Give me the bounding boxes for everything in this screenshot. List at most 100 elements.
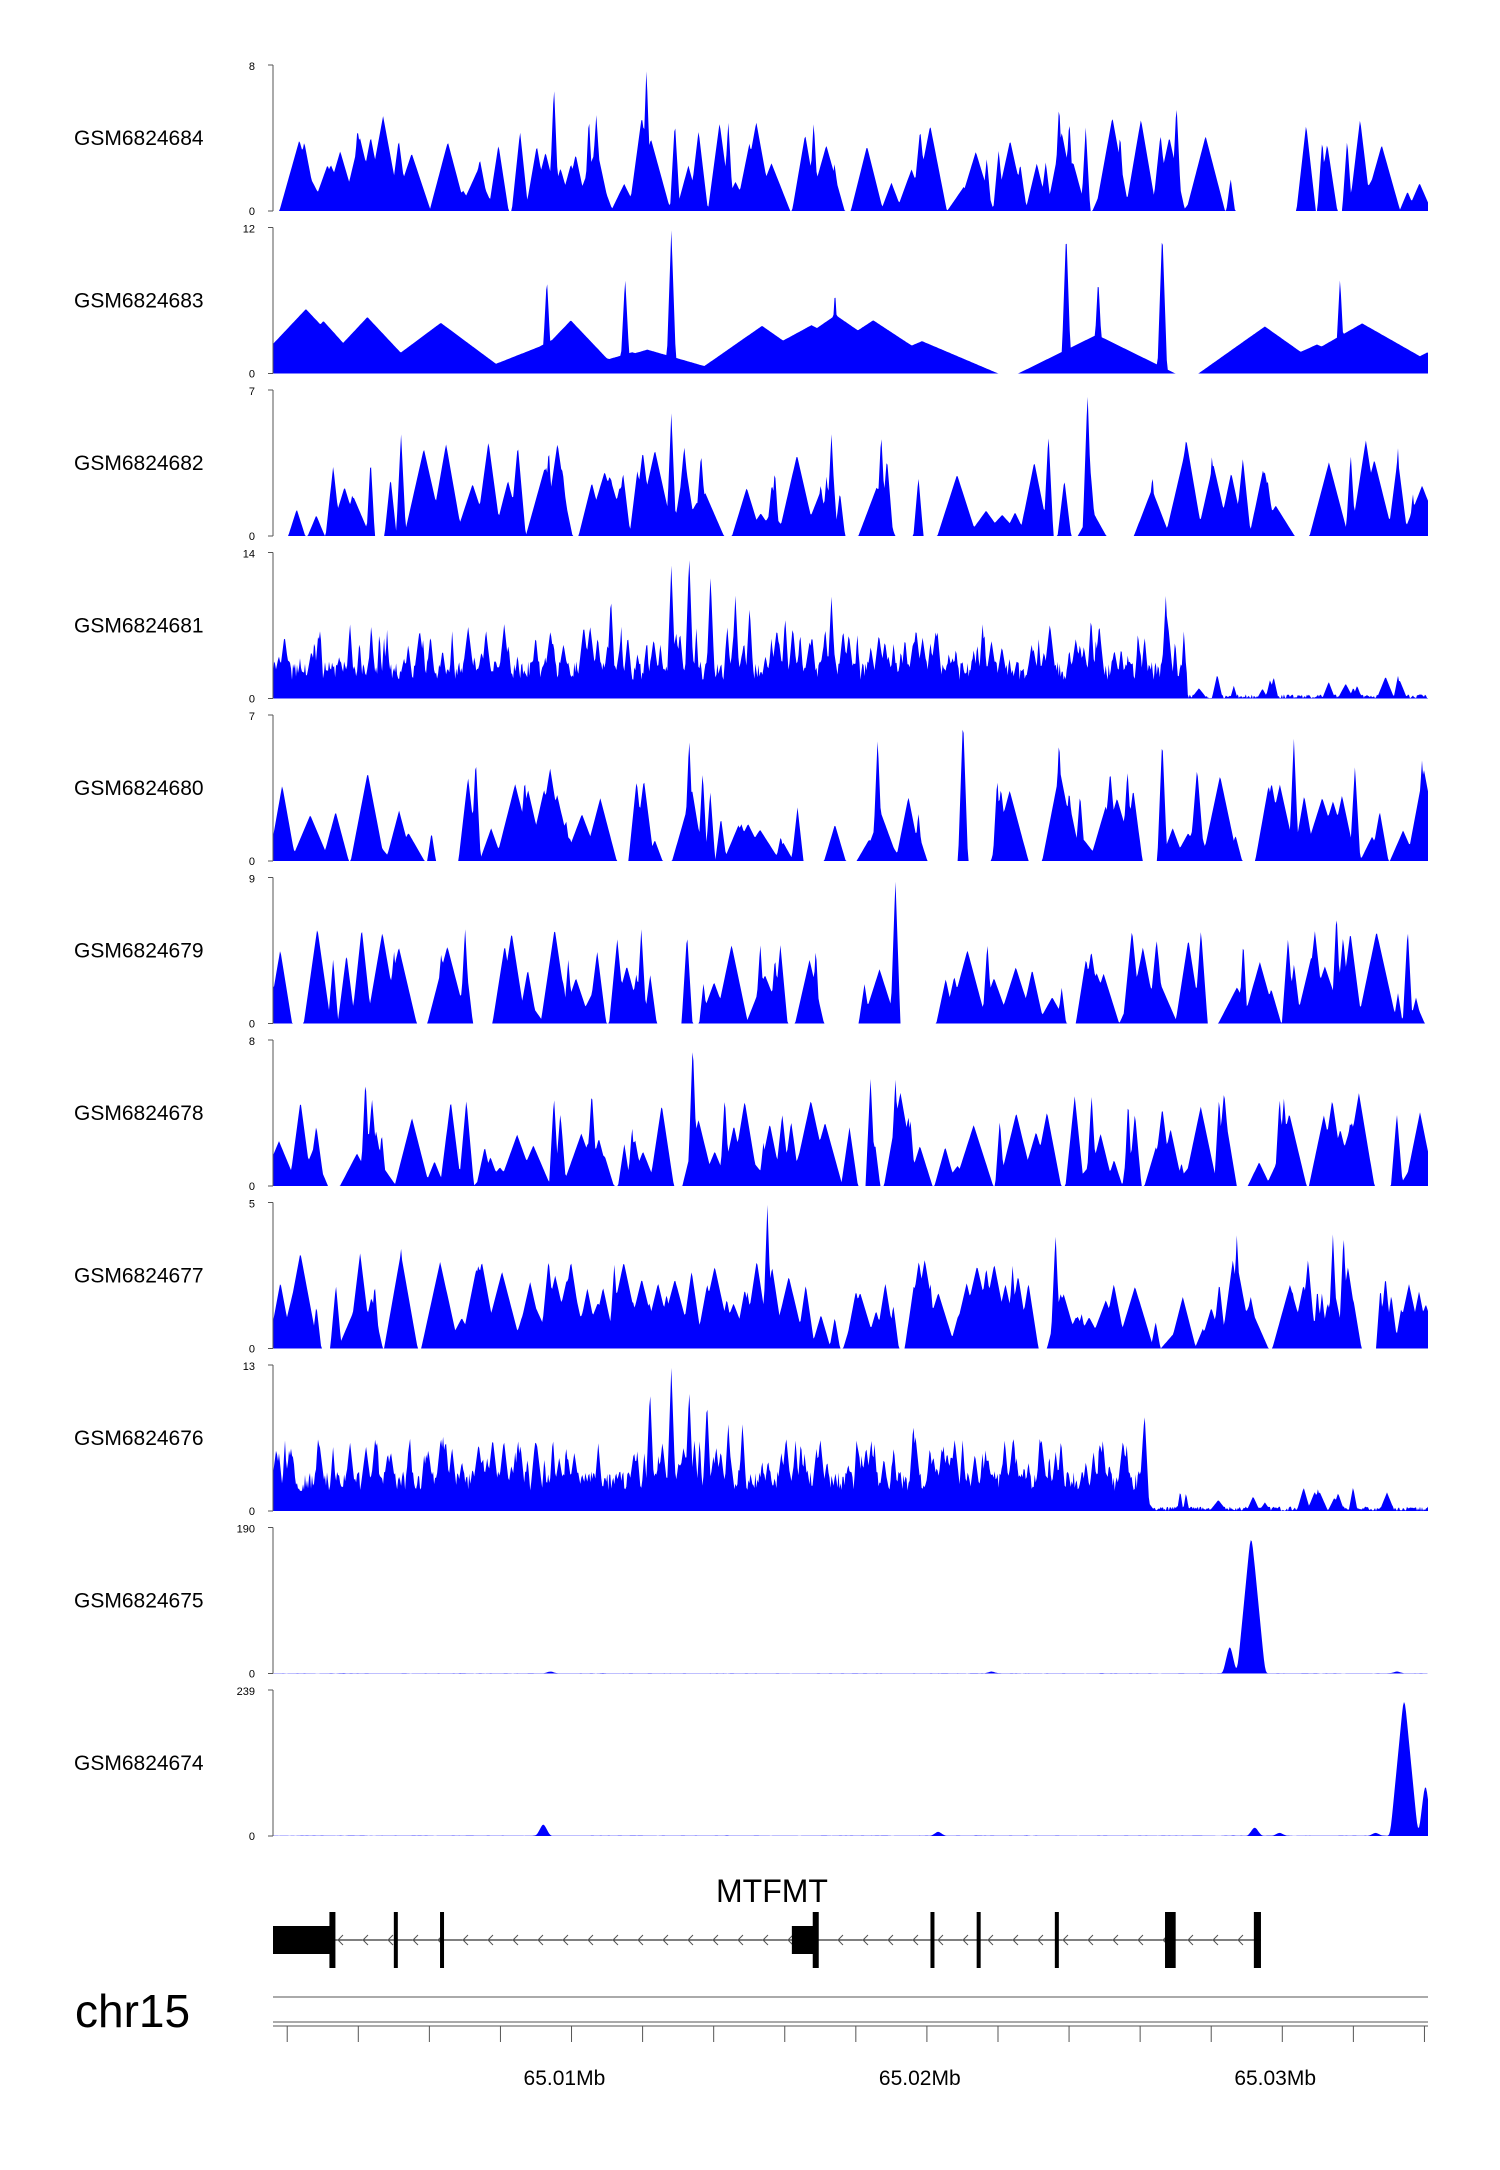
coverage-tracks: 8 0 GSM6824684 12 0 GSM6824683 7 0 GSM6824682 14 0… [74,61,1428,1843]
y-tick-label-max: 8 [249,61,255,73]
track-label: GSM6824678 [74,1102,204,1125]
strand-arrow [462,1934,469,1946]
strand-arrow [912,1934,919,1946]
track-GSM6824684: 8 0 GSM6824684 [74,61,1428,218]
track-GSM6824683: 12 0 GSM6824683 [74,224,1428,381]
chromosome-label: chr15 [75,1985,190,2037]
x-tick-label: 65.03Mb [1234,2067,1316,2090]
strand-arrow [837,1934,844,1946]
track-label: GSM6824682 [74,452,204,475]
coverage-area-GSM6824675 [273,1540,1428,1674]
track-label: GSM6824683 [74,290,204,313]
y-tick-label-max: 5 [249,1199,255,1211]
strand-arrow [962,1934,969,1946]
strand-arrow [487,1934,494,1946]
y-tick-label-min: 0 [249,1019,255,1031]
track-label: GSM6824680 [74,777,204,800]
coverage-area-GSM6824683 [273,230,1428,374]
exon [1165,1912,1176,1968]
x-tick-label: 65.02Mb [879,2067,961,2090]
strand-arrow [762,1934,769,1946]
coverage-area-GSM6824674 [273,1702,1428,1836]
strand-arrow [937,1934,944,1946]
strand-arrow [787,1934,794,1946]
coverage-area-GSM6824684 [273,71,1428,212]
strand-arrow [362,1934,369,1946]
coverage-area-GSM6824677 [273,1204,1428,1349]
strand-arrow [687,1934,694,1946]
gene-label: MTFMT [716,1873,828,1909]
y-tick-label-max: 13 [243,1361,255,1373]
strand-arrow [1187,1934,1194,1946]
track-GSM6824678: 8 0 GSM6824678 [74,1036,1428,1193]
gene-annotation-track: MTFMT [273,1873,1261,1968]
exon [393,1912,398,1968]
strand-arrow [637,1934,644,1946]
track-label: GSM6824684 [74,127,204,150]
coverage-area-GSM6824682 [273,396,1428,536]
strand-arrow [737,1934,744,1946]
y-tick-label-min: 0 [249,1831,255,1843]
track-GSM6824675: 190 0 GSM6824675 [74,1524,1428,1681]
strand-arrow [1212,1934,1219,1946]
y-tick-label-min: 0 [249,206,255,218]
track-GSM6824679: 9 0 GSM6824679 [74,874,1428,1031]
strand-arrow [1112,1934,1119,1946]
strand-arrow [862,1934,869,1946]
y-tick-label-max: 8 [249,1036,255,1048]
coverage-area-GSM6824676 [273,1367,1428,1511]
strand-arrow [1237,1934,1244,1946]
strand-arrow [612,1934,619,1946]
y-tick-label-min: 0 [249,694,255,706]
exon [812,1912,819,1968]
y-tick-label-max: 190 [237,1524,255,1536]
track-GSM6824676: 13 0 GSM6824676 [74,1361,1428,1518]
y-tick-label-min: 0 [249,1669,255,1681]
y-tick-label-min: 0 [249,1344,255,1356]
strand-arrow [512,1934,519,1946]
coverage-area-GSM6824679 [273,881,1428,1024]
strand-arrow [712,1934,719,1946]
track-label: GSM6824674 [74,1752,204,1775]
y-tick-label-min: 0 [249,1181,255,1193]
strand-arrow [987,1934,994,1946]
track-GSM6824677: 5 0 GSM6824677 [74,1199,1428,1356]
genomic-axis: chr15 65.01Mb 65.02Mb 65.03Mb [75,1985,1428,2090]
exon [791,1926,817,1954]
track-GSM6824680: 7 0 GSM6824680 [74,711,1428,868]
exon [976,1912,981,1968]
exon [329,1912,336,1968]
strand-arrow [337,1934,344,1946]
track-label: GSM6824677 [74,1265,204,1288]
strand-arrow [562,1934,569,1946]
strand-arrow [1062,1934,1069,1946]
track-GSM6824674: 239 0 GSM6824674 [74,1686,1428,1843]
strand-arrow [662,1934,669,1946]
y-tick-label-max: 239 [237,1686,255,1698]
track-label: GSM6824675 [74,1590,204,1613]
y-tick-label-min: 0 [249,856,255,868]
y-tick-label-max: 9 [249,874,255,886]
exon [1253,1912,1261,1968]
strand-arrow [537,1934,544,1946]
strand-arrow [412,1934,419,1946]
y-tick-label-min: 0 [249,1506,255,1518]
track-label: GSM6824676 [74,1427,204,1450]
y-tick-label-max: 7 [249,711,255,723]
y-tick-label-min: 0 [249,531,255,543]
strand-arrow [1137,1934,1144,1946]
x-tick-label: 65.01Mb [524,2067,606,2090]
track-label: GSM6824679 [74,940,204,963]
track-label: GSM6824681 [74,615,204,638]
y-tick-label-max: 14 [243,549,255,561]
strand-arrow [1037,1934,1044,1946]
strand-arrow [587,1934,594,1946]
y-tick-label-max: 7 [249,386,255,398]
strand-arrow [387,1934,394,1946]
strand-arrow [1087,1934,1094,1946]
coverage-area-GSM6824680 [273,729,1428,861]
exon [273,1926,334,1954]
exon [930,1912,935,1968]
y-tick-label-min: 0 [249,369,255,381]
